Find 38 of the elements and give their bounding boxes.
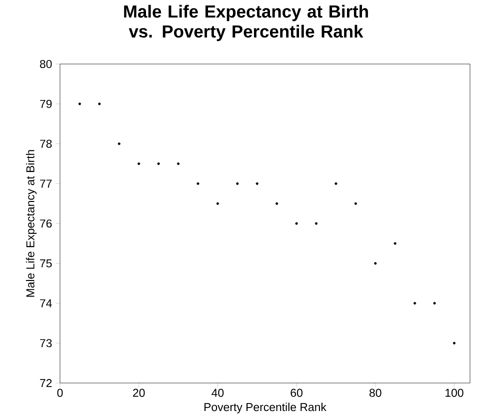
point xyxy=(334,182,338,185)
point xyxy=(118,142,120,146)
x-tick-label: 0 xyxy=(57,388,63,397)
point xyxy=(452,342,456,344)
x-tick-label: 40 xyxy=(212,388,224,397)
point xyxy=(374,262,377,265)
point xyxy=(276,202,278,205)
x-tick-label: 20 xyxy=(133,388,145,397)
point xyxy=(256,182,258,185)
point xyxy=(394,242,396,245)
y-axis-title: Male Life Expectancy at Birth xyxy=(26,150,37,297)
y-tick-label: 72 xyxy=(40,379,52,387)
chart-title: Male Life Expectancy at Birth vs. Poverty Percentile Rank xyxy=(124,4,368,42)
x-tick-label: 100 xyxy=(446,388,464,397)
point xyxy=(295,222,298,225)
point xyxy=(354,202,357,205)
x-axis-title: Poverty Percentile Rank xyxy=(204,402,326,414)
point xyxy=(314,222,318,225)
y-tick-label: 76 xyxy=(40,219,52,228)
point xyxy=(138,162,140,165)
y-tick-label: 74 xyxy=(40,299,52,308)
y-tick-label: 78 xyxy=(40,140,52,148)
y-tick-label: 75 xyxy=(40,259,52,268)
point xyxy=(176,162,180,165)
point xyxy=(98,102,101,106)
x-tick-label: 80 xyxy=(370,388,382,397)
point xyxy=(157,162,160,165)
y-tick-label: 73 xyxy=(40,339,52,348)
point xyxy=(414,302,416,305)
point xyxy=(216,202,219,205)
x-tick-label: 60 xyxy=(290,388,302,397)
point xyxy=(236,182,239,185)
point xyxy=(433,302,436,305)
y-tick-label: 77 xyxy=(40,180,52,188)
point xyxy=(78,102,82,106)
y-tick-label: 79 xyxy=(40,100,52,108)
y-tick-label: 80 xyxy=(40,60,52,68)
point xyxy=(196,182,200,185)
